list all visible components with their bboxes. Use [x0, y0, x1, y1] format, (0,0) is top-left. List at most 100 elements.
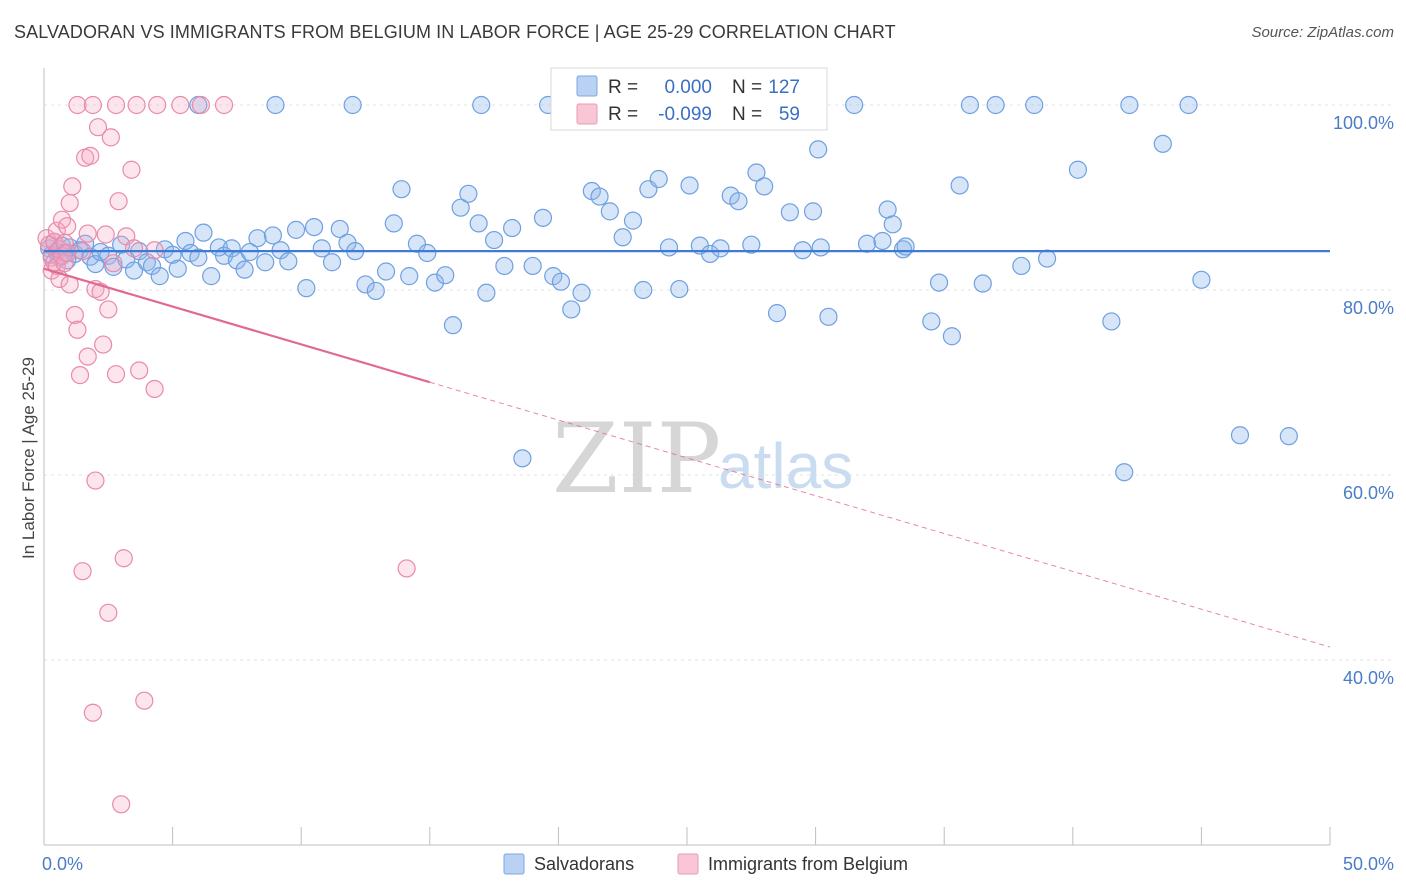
salvadoran-point-101 — [857, 234, 877, 253]
salvadoran-point-81 — [634, 280, 653, 300]
salvadoran-point-77 — [590, 187, 609, 206]
watermark-zip: ZIP — [552, 403, 721, 515]
belgium-point-23 — [73, 562, 92, 581]
salvadoran-point-19 — [124, 261, 144, 280]
salvadoran-point-64 — [469, 214, 488, 233]
salvadoran-point-125 — [986, 95, 1005, 115]
series-immigrants-from-belgium — [37, 95, 416, 814]
salvadoran-point-55 — [392, 180, 411, 199]
belgium-point-58 — [214, 95, 234, 115]
legend-r-value-2: -0.099 — [658, 104, 712, 125]
bottom-legend-label-belgium: Immigrants from Belgium — [708, 854, 908, 874]
salvadoran-point-65 — [477, 283, 496, 302]
belgium-point-56 — [191, 95, 210, 115]
belgium-point-25 — [78, 347, 97, 366]
salvadoran-point-73 — [551, 272, 571, 291]
legend-swatch-pink — [576, 103, 598, 125]
bottom-legend-swatch-blue — [503, 853, 525, 875]
salvadoran-point-46 — [312, 239, 331, 258]
belgium-point-46 — [130, 361, 149, 380]
x-label-left: 0.0% — [42, 854, 83, 874]
salvadoran-point-67 — [495, 256, 514, 276]
belgium-point-18 — [63, 177, 82, 196]
salvadoran-point-75 — [572, 283, 591, 302]
salvadoran-point-38 — [248, 229, 267, 248]
belgium-point-28 — [83, 703, 102, 722]
belgium-point-26 — [78, 224, 97, 243]
salvadoran-point-119 — [1230, 426, 1250, 445]
salvadoran-point-132 — [266, 95, 285, 115]
salvadoran-point-94 — [755, 177, 774, 196]
salvadoran-point-58 — [418, 243, 437, 263]
bottom-legend-swatch-pink — [677, 853, 699, 875]
belgium-point-38 — [104, 254, 123, 273]
salvadoran-point-27 — [176, 231, 195, 251]
salvadoran-point-34 — [222, 239, 241, 258]
belgium-point-31 — [88, 118, 108, 137]
salvadoran-point-116 — [1115, 463, 1134, 482]
grid-lines — [44, 104, 1394, 661]
salvadoran-point-122 — [472, 95, 491, 115]
legend-n-label-1: N = — [732, 77, 762, 98]
salvadoran-point-56 — [400, 267, 419, 286]
salvadoran-point-23 — [150, 267, 169, 286]
salvadoran-point-79 — [613, 228, 632, 247]
salvadoran-point-48 — [330, 219, 349, 239]
salvadoran-point-66 — [485, 230, 504, 250]
belgium-point-55 — [171, 95, 190, 115]
salvadoran-point-114 — [1068, 160, 1088, 179]
legend-n-label-2: N = — [732, 104, 762, 125]
belgium-point-41 — [112, 795, 131, 814]
salvadoran-point-120 — [1279, 427, 1298, 446]
salvadoran-point-69 — [513, 449, 532, 468]
salvadoran-point-105 — [893, 240, 913, 259]
belgium-point-44 — [122, 160, 141, 179]
watermark-atlas: atlas — [718, 430, 853, 502]
salvadoran-point-43 — [286, 220, 306, 239]
y-tick-label-0: 100.0% — [1333, 113, 1394, 133]
legend-r-label-2: R = — [608, 104, 638, 125]
salvadoran-point-83 — [649, 169, 668, 189]
salvadoran-point-126 — [845, 95, 864, 115]
salvadoran-point-45 — [304, 218, 324, 237]
salvadoran-point-44 — [297, 279, 316, 298]
legend-n-value-2: 59 — [779, 104, 800, 125]
salvadoran-point-102 — [873, 231, 892, 251]
salvadoran-point-36 — [235, 260, 254, 279]
salvadoran-point-42 — [279, 252, 298, 271]
salvadoran-point-98 — [803, 202, 823, 221]
belgium-point-27 — [81, 146, 100, 165]
belgium-point-47 — [135, 691, 154, 710]
salvadoran-point-106 — [896, 237, 915, 256]
belgium-point-20 — [68, 320, 87, 339]
salvadoran-point-89 — [711, 239, 730, 258]
salvadoran-point-13 — [86, 255, 105, 274]
belgium-point-52 — [106, 95, 126, 115]
salvadoran-point-74 — [562, 300, 581, 319]
belgium-point-33 — [94, 335, 113, 354]
belgium-point-53 — [127, 95, 146, 115]
salvadoran-point-39 — [256, 253, 275, 272]
salvadoran-point-22 — [142, 256, 162, 276]
salvadoran-point-70 — [523, 256, 542, 276]
salvadoran-point-47 — [322, 253, 342, 272]
salvadoran-point-113 — [1037, 249, 1057, 268]
salvadoran-point-68 — [503, 218, 522, 238]
salvadoran-point-109 — [942, 327, 962, 346]
legend-swatch-blue — [576, 75, 598, 97]
salvadoran-point-78 — [600, 202, 619, 221]
salvadoran-point-112 — [1012, 256, 1031, 276]
salvadoran-point-108 — [929, 273, 949, 292]
belgium-point-54 — [148, 95, 167, 115]
salvadoran-point-30 — [194, 223, 213, 242]
source-label: Source: ZipAtlas.com — [1251, 24, 1394, 41]
salvadoran-point-26 — [168, 259, 187, 278]
salvadoran-point-117 — [1153, 134, 1172, 153]
salvadoran-point-93 — [747, 163, 766, 182]
x-ticks — [43, 827, 1331, 845]
belgium-point-42 — [114, 549, 133, 568]
y-tick-labels: 100.0% 80.0% 60.0% 40.0% — [1333, 113, 1394, 688]
trend-lines — [43, 250, 1331, 648]
salvadoran-point-134 — [1179, 95, 1198, 115]
